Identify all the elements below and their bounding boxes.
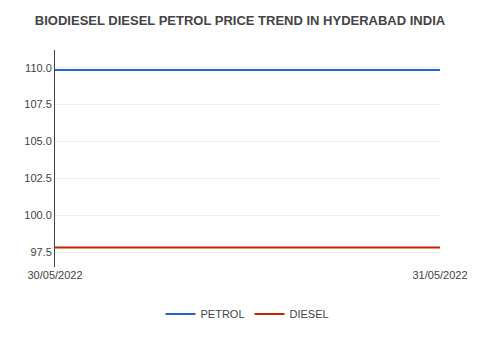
svg-text:30/05/2022: 30/05/2022 — [27, 269, 82, 281]
svg-text:100.0: 100.0 — [24, 209, 52, 221]
svg-text:102.5: 102.5 — [24, 172, 52, 184]
svg-text:31/05/2022: 31/05/2022 — [412, 269, 467, 281]
svg-text:BIODIESEL DIESEL PETROL PRICE: BIODIESEL DIESEL PETROL PRICE TREND IN H… — [35, 13, 446, 28]
svg-text:97.5: 97.5 — [30, 246, 51, 258]
svg-text:PETROL: PETROL — [201, 308, 245, 320]
svg-text:105.0: 105.0 — [24, 135, 52, 147]
svg-text:110.0: 110.0 — [25, 62, 52, 74]
svg-text:DIESEL: DIESEL — [290, 308, 329, 320]
svg-text:107.5: 107.5 — [24, 98, 52, 110]
